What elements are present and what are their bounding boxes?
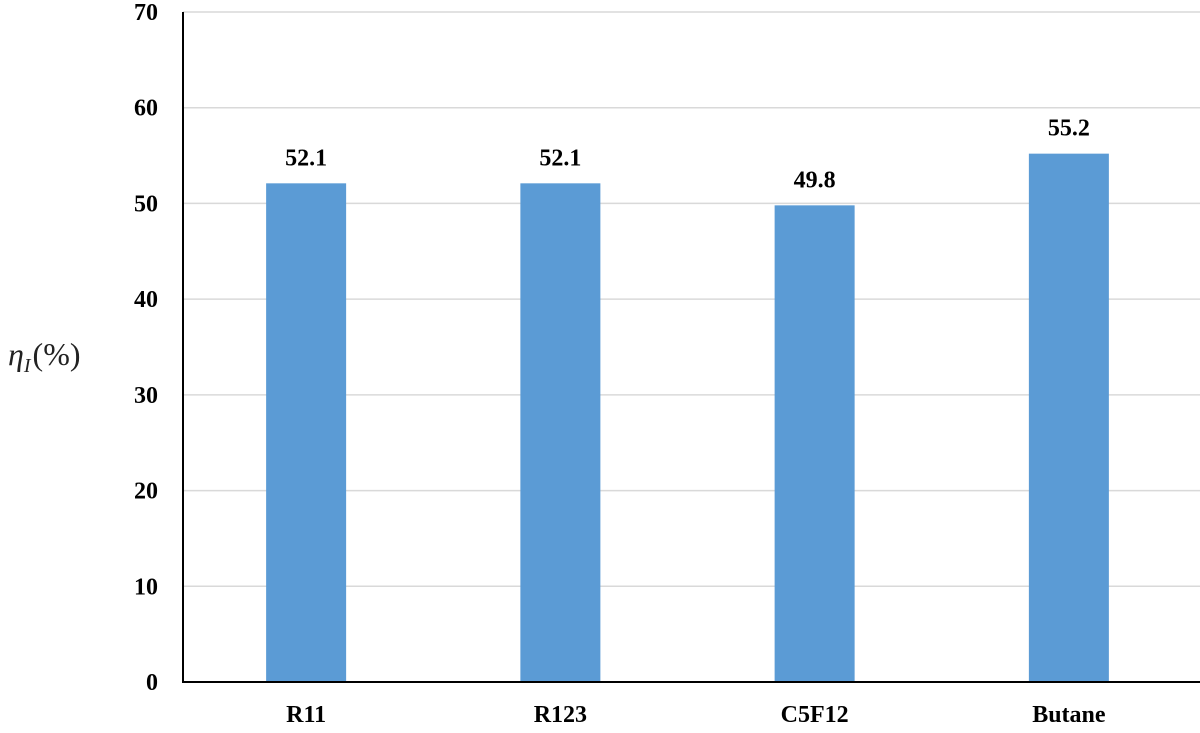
axes bbox=[182, 12, 1200, 683]
bar-butane bbox=[1028, 153, 1109, 682]
x-tick-label: C5F12 bbox=[781, 702, 849, 728]
data-label: 52.1 bbox=[539, 145, 581, 171]
y-tick-label: 40 bbox=[134, 287, 158, 313]
data-label: 52.1 bbox=[285, 145, 327, 171]
y-axis-symbol: η bbox=[8, 336, 24, 372]
bar-r11 bbox=[266, 183, 347, 683]
bar-r123 bbox=[520, 183, 601, 683]
y-tick-label: 50 bbox=[134, 191, 158, 217]
y-axis-title: ηI(%) bbox=[8, 336, 81, 377]
x-tick-label: Butane bbox=[1032, 702, 1106, 728]
y-tick-label: 30 bbox=[134, 383, 158, 409]
x-tick-labels: R11 R123 C5F12 Butane bbox=[286, 702, 1106, 728]
data-label: 49.8 bbox=[794, 167, 836, 193]
bar-c5f12 bbox=[774, 205, 855, 683]
y-tick-label: 60 bbox=[134, 96, 158, 122]
y-tick-labels: 0 10 20 30 40 50 60 70 bbox=[134, 0, 158, 696]
y-axis-subscript: I bbox=[23, 355, 32, 377]
bars bbox=[266, 153, 1109, 683]
y-tick-label: 10 bbox=[134, 574, 158, 600]
y-tick-label: 70 bbox=[134, 0, 158, 26]
grid-lines bbox=[183, 11, 1200, 588]
y-tick-label: 0 bbox=[146, 670, 158, 696]
x-tick-label: R123 bbox=[534, 702, 587, 728]
y-tick-label: 20 bbox=[134, 479, 158, 505]
data-label: 55.2 bbox=[1048, 116, 1090, 142]
x-tick-label: R11 bbox=[286, 702, 326, 728]
y-axis-unit: (%) bbox=[33, 336, 81, 372]
data-labels: 52.1 52.1 49.8 55.2 bbox=[285, 116, 1090, 194]
